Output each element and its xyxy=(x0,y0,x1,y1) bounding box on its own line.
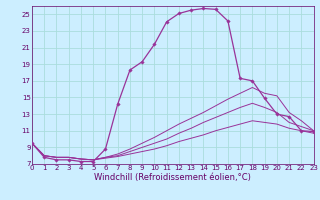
X-axis label: Windchill (Refroidissement éolien,°C): Windchill (Refroidissement éolien,°C) xyxy=(94,173,251,182)
